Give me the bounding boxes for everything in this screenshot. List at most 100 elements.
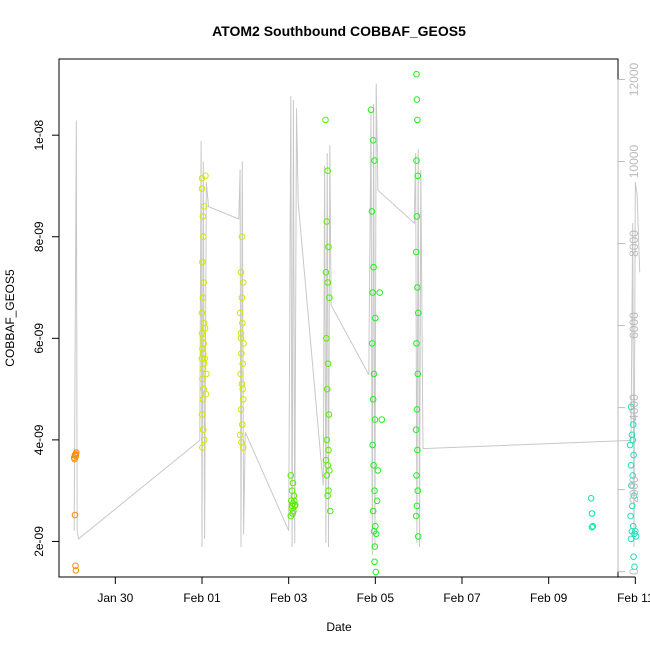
data-point (413, 340, 420, 347)
data-point (413, 472, 420, 479)
data-point (322, 269, 330, 276)
data-point (200, 436, 208, 444)
data-point (631, 563, 638, 571)
data-point (588, 510, 596, 517)
data-point (378, 416, 386, 423)
data-point (324, 360, 332, 368)
data-point (72, 562, 79, 570)
data-point (325, 487, 332, 495)
data-point (289, 479, 297, 487)
data-point (627, 535, 635, 543)
data-point (369, 340, 376, 347)
data-point (199, 213, 207, 220)
data-point (202, 172, 209, 180)
data-point (325, 446, 332, 454)
x-tick-label: Feb 07 (443, 591, 481, 605)
data-point (587, 495, 595, 502)
data-point (629, 472, 637, 479)
data-point (369, 507, 377, 515)
data-point (630, 492, 638, 500)
data-point (199, 258, 206, 266)
data-point (201, 324, 209, 332)
data-point (325, 243, 332, 251)
data-point (72, 452, 80, 460)
data-point (73, 449, 80, 456)
chart-title: ATOM2 Southbound COBBAF_GEOS5 (212, 23, 466, 39)
data-point (239, 385, 246, 393)
data-point (199, 365, 207, 373)
data-point (198, 185, 206, 192)
data-point (371, 487, 378, 495)
data-point (71, 511, 79, 519)
x-tick-label: Jan 30 (97, 591, 133, 605)
altitude-line-group (73, 83, 641, 556)
data-point (236, 431, 244, 439)
data-point (414, 446, 421, 454)
data-point (238, 233, 246, 240)
data-point (372, 314, 379, 322)
data-point (323, 218, 331, 225)
y-axis-label: COBBAF_GEOS5 (3, 269, 17, 367)
data-point (237, 370, 244, 378)
data-point (237, 406, 245, 413)
data-point (413, 70, 420, 78)
data-point (369, 289, 377, 296)
y-tick-label: 4e-09 (32, 424, 46, 455)
data-point (414, 487, 422, 495)
data-point (239, 319, 246, 327)
data-point (629, 502, 636, 510)
data-point (628, 482, 635, 489)
x-axis-label: Date (326, 620, 352, 634)
data-point (414, 309, 422, 317)
data-point (414, 284, 421, 291)
data-point (198, 411, 206, 418)
data-point (414, 370, 422, 378)
data-point (372, 530, 380, 538)
data-point (413, 213, 421, 220)
data-point (371, 543, 379, 550)
data-point (376, 289, 384, 296)
data-point (323, 385, 331, 393)
data-point (322, 116, 329, 124)
x-tick-label: Feb 11 (617, 591, 650, 605)
data-point (326, 294, 333, 302)
data-point (323, 472, 331, 479)
data-point (199, 375, 206, 383)
data-point (412, 248, 420, 256)
data-point (239, 421, 246, 428)
data-point (588, 523, 596, 531)
data-point (199, 294, 207, 302)
data-point (198, 309, 206, 317)
y2-tick-label: 10000 (627, 145, 641, 179)
data-point (629, 436, 637, 444)
data-point (323, 335, 330, 342)
data-point (287, 512, 295, 520)
data-point (368, 208, 376, 215)
data-point (369, 396, 377, 403)
data-point (371, 157, 378, 164)
data-point (200, 233, 207, 240)
data-point (414, 533, 422, 540)
y2-tick-label: 2000 (627, 476, 641, 503)
data-point (199, 444, 206, 451)
data-point (72, 567, 80, 574)
data-point (369, 137, 377, 144)
data-point (413, 502, 421, 510)
data-point (237, 269, 245, 276)
y2-tick-label: 4000 (627, 394, 641, 421)
data-point (325, 411, 333, 418)
data-point (627, 512, 634, 520)
y-tick-label: 1e-08 (32, 120, 46, 151)
data-point (372, 568, 380, 576)
data-point (324, 279, 332, 286)
data-point (367, 106, 375, 114)
data-point (201, 355, 208, 362)
x-tick-label: Feb 05 (357, 591, 395, 605)
data-point (370, 370, 378, 378)
data-point (291, 501, 299, 509)
data-point (414, 172, 422, 180)
data-point (414, 116, 421, 124)
data-point (236, 309, 244, 317)
data-point (413, 96, 421, 103)
